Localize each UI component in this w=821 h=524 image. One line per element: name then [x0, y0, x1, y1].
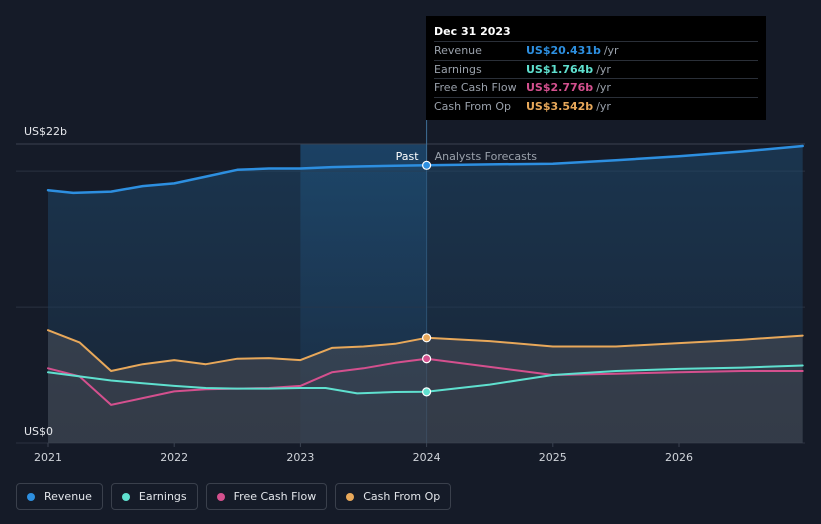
marker-free-cash-flow [422, 354, 432, 364]
x-tick-label: 2022 [160, 451, 188, 464]
series-line-cash-from-op [47, 329, 804, 372]
data-tooltip: Dec 31 2023 Revenue US$20.431b /yr Earni… [426, 16, 766, 120]
x-tick-label: 2024 [413, 451, 441, 464]
marker-revenue [422, 160, 432, 170]
tooltip-unit: /yr [603, 44, 619, 57]
tooltip-date: Dec 31 2023 [434, 25, 511, 38]
x-tick-label: 2026 [665, 451, 693, 464]
tooltip-unit: /yr [596, 99, 611, 113]
tooltip-label: Free Cash Flow [434, 81, 517, 94]
x-tick-label: 2025 [539, 451, 567, 464]
legend-dot-icon [121, 492, 130, 501]
chart-legend: Revenue Earnings Free Cash Flow Cash Fro… [16, 483, 452, 510]
tooltip-value: US$1.764b [526, 62, 594, 76]
tooltip-label: Revenue [434, 44, 482, 57]
legend-dot-icon [216, 492, 225, 501]
tooltip-unit: /yr [596, 81, 611, 94]
forecast-label: Analysts Forecasts [435, 150, 538, 163]
legend-item-cash-from-op[interactable]: Cash From Op [335, 483, 452, 510]
tooltip-row-earnings: Earnings US$1.764b /yr [434, 59, 758, 79]
tooltip-value: US$3.542b [526, 99, 594, 113]
tooltip-label: Cash From Op [434, 99, 512, 113]
tooltip-unit: /yr [596, 62, 611, 76]
legend-dot-icon [346, 492, 355, 501]
y-axis-bottom-label: US$0 [24, 425, 53, 438]
legend-label: Cash From Op [363, 490, 441, 503]
cash-area-fill [48, 330, 803, 443]
tooltip-value: US$20.431b [526, 44, 601, 57]
legend-label: Earnings [138, 490, 187, 503]
tooltip-row-cash-from-op: Cash From Op US$3.542b /yr [434, 96, 758, 116]
marker-earnings [422, 387, 432, 397]
x-tick-label: 2023 [286, 451, 314, 464]
tooltip-label: Earnings [434, 62, 482, 76]
series-line-revenue [46, 144, 804, 195]
legend-label: Free Cash Flow [233, 490, 317, 503]
series-line-earnings [47, 364, 804, 395]
past-label: Past [396, 150, 420, 163]
tooltip-value: US$2.776b [526, 81, 594, 94]
tooltip-row-free-cash-flow: Free Cash Flow US$2.776b /yr [434, 78, 758, 97]
marker-cash-from-op [422, 333, 432, 343]
y-axis-top-label: US$22b [24, 125, 67, 138]
series-line-free-cash-flow [47, 357, 804, 406]
legend-item-revenue[interactable]: Revenue [16, 483, 103, 510]
x-tick-label: 2021 [34, 451, 62, 464]
tooltip-row-revenue: Revenue US$20.431b /yr [434, 41, 758, 60]
legend-item-earnings[interactable]: Earnings [110, 483, 198, 510]
legend-dot-icon [27, 492, 35, 501]
legend-item-free-cash-flow[interactable]: Free Cash Flow [205, 483, 328, 510]
legend-label: Revenue [44, 490, 92, 503]
